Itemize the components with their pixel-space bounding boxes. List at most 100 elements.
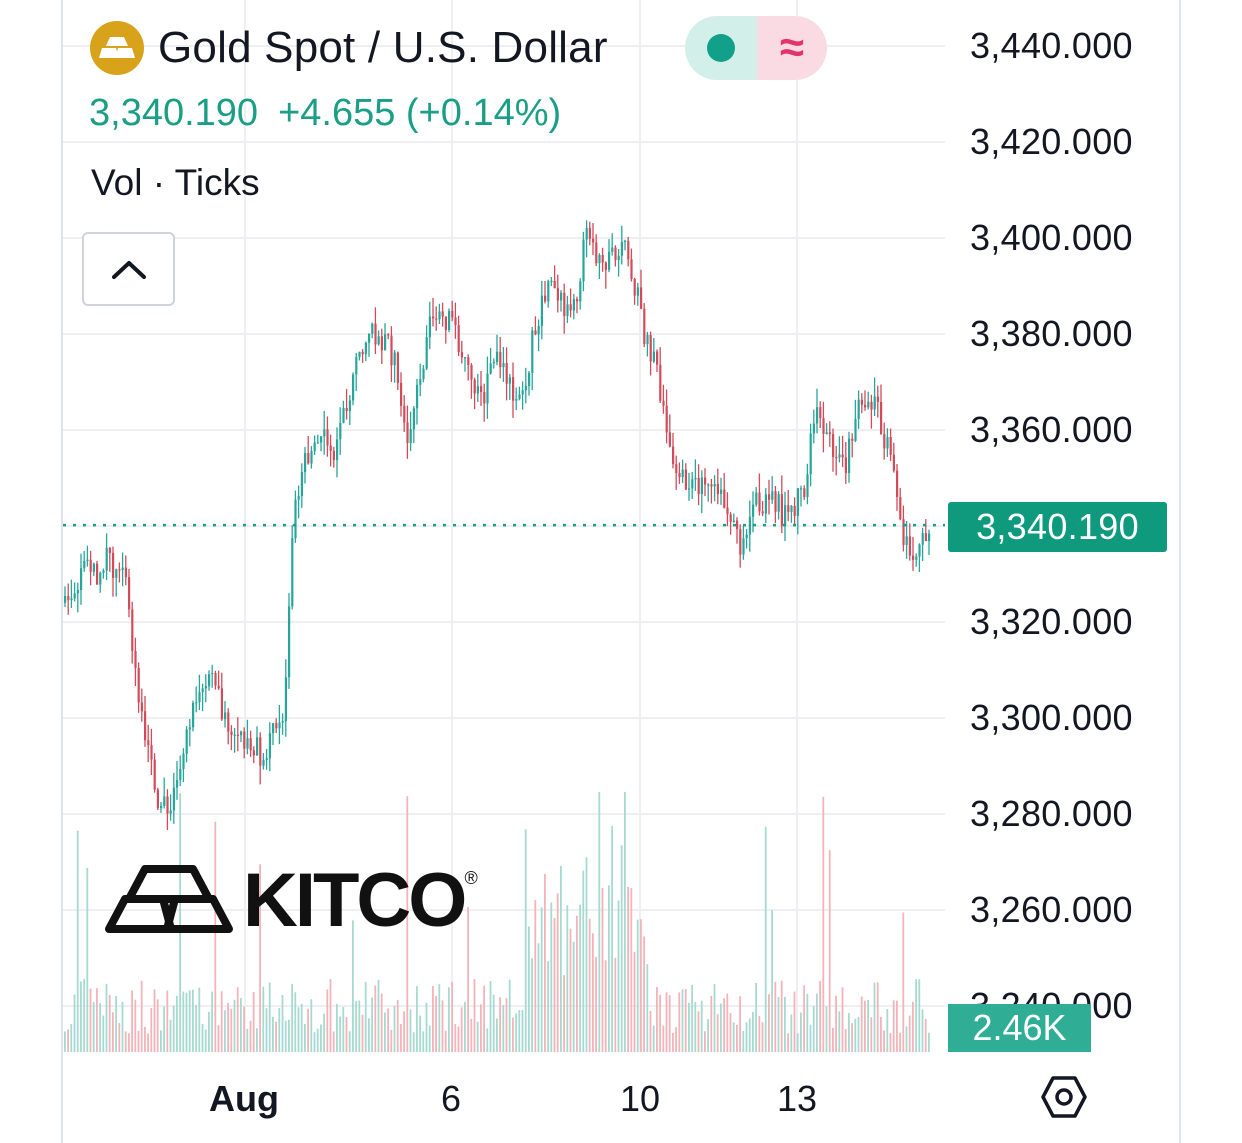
volume-bar <box>832 1027 834 1052</box>
indicator-legend[interactable]: Vol · Ticks <box>91 162 260 203</box>
volume-bar <box>646 964 649 1052</box>
candle-body <box>540 295 543 326</box>
volume-bar <box>793 991 796 1052</box>
candle-body <box>579 281 582 302</box>
volume-bar <box>761 1022 764 1052</box>
volume-bar <box>233 999 236 1052</box>
candle-body <box>83 560 86 569</box>
volume-bar <box>892 1000 895 1052</box>
volume-bars <box>64 792 930 1052</box>
candle-body <box>316 442 319 444</box>
candle-body <box>803 488 806 497</box>
volume-bar <box>790 1014 793 1052</box>
candle-body <box>832 434 835 458</box>
volume-bar <box>720 1003 722 1052</box>
candle-body <box>99 572 102 585</box>
candle-body <box>883 433 886 449</box>
volume-bar <box>588 918 591 1052</box>
volume-bar <box>838 1011 841 1052</box>
volume-bar <box>121 1001 124 1052</box>
candle-body <box>550 280 553 283</box>
candle-body <box>112 552 115 578</box>
market-status-pill[interactable]: ≈ <box>685 16 827 80</box>
candle-body <box>288 606 291 678</box>
candle-body <box>531 330 534 373</box>
candle-body <box>342 407 345 423</box>
volume-bar <box>515 1013 517 1052</box>
volume-bar <box>540 907 543 1052</box>
candle-body <box>422 368 425 380</box>
candle-body <box>291 538 294 607</box>
candle-body <box>480 386 483 392</box>
volume-bar <box>739 996 741 1052</box>
volume-bar <box>457 1026 460 1052</box>
candle-body <box>713 484 716 487</box>
candle-body <box>819 407 822 419</box>
candle-body <box>252 750 255 756</box>
candle-body <box>406 422 409 443</box>
candle-body <box>310 451 313 464</box>
candle-body <box>121 567 124 570</box>
volume-bar <box>147 1033 149 1052</box>
volume-bar <box>275 1021 277 1052</box>
candle-body <box>198 692 201 703</box>
candle-body <box>108 547 111 553</box>
volume-bar <box>137 1030 140 1052</box>
candle-body <box>409 429 412 443</box>
volume-bar <box>198 987 201 1052</box>
candle-body <box>182 753 185 769</box>
candle-body <box>627 240 630 260</box>
candle-body <box>784 505 787 526</box>
volume-bar <box>745 1022 748 1052</box>
volume-bar <box>265 1008 268 1052</box>
volume-bar <box>534 900 537 1052</box>
volume-bar <box>604 960 607 1052</box>
volume-bar <box>800 1012 802 1052</box>
candle-body <box>764 494 767 514</box>
candle-body <box>374 323 377 345</box>
volume-bar <box>768 994 770 1052</box>
collapse-legend-button[interactable] <box>82 232 175 306</box>
candle-body <box>534 330 537 335</box>
volume-bar <box>96 988 98 1052</box>
volume-bar <box>710 995 713 1052</box>
candle-body <box>172 787 175 811</box>
volume-bar <box>304 1023 306 1052</box>
symbol-header[interactable]: Gold Spot / U.S. Dollar <box>90 18 608 78</box>
volume-bar <box>176 995 178 1052</box>
volume-bar <box>124 1031 127 1052</box>
volume-bar <box>336 1003 338 1052</box>
symbol-title: Gold Spot / U.S. Dollar <box>158 23 608 72</box>
volume-bar <box>227 1002 229 1052</box>
candle-body <box>496 351 499 362</box>
candle-body <box>192 702 195 728</box>
volume-bar <box>364 981 367 1052</box>
volume-bar <box>649 1010 652 1052</box>
volume-bar <box>387 1008 389 1052</box>
volume-bar <box>182 991 185 1052</box>
candle-body <box>899 497 902 520</box>
candle-body <box>384 334 387 351</box>
candle-body <box>211 672 214 675</box>
candle-body <box>684 469 687 490</box>
candle-body <box>528 372 531 387</box>
candle-body <box>451 311 454 318</box>
candle-body <box>908 536 911 556</box>
candle-body <box>416 384 419 409</box>
volume-bar <box>672 1032 674 1052</box>
volume-bar <box>374 985 377 1052</box>
candle-body <box>412 408 415 430</box>
volume-bar <box>393 1005 396 1052</box>
candle-body <box>828 432 831 435</box>
volume-bar <box>784 996 786 1052</box>
volume-bar <box>345 1017 348 1052</box>
chart-settings-button[interactable] <box>1040 1073 1088 1121</box>
volume-bar <box>89 988 92 1052</box>
volume-bar <box>716 1014 719 1052</box>
volume-bar <box>361 1014 364 1052</box>
volume-bar <box>572 941 575 1052</box>
volume-bar <box>883 1030 885 1052</box>
candle-body <box>377 336 380 345</box>
volume-bar <box>569 928 572 1052</box>
